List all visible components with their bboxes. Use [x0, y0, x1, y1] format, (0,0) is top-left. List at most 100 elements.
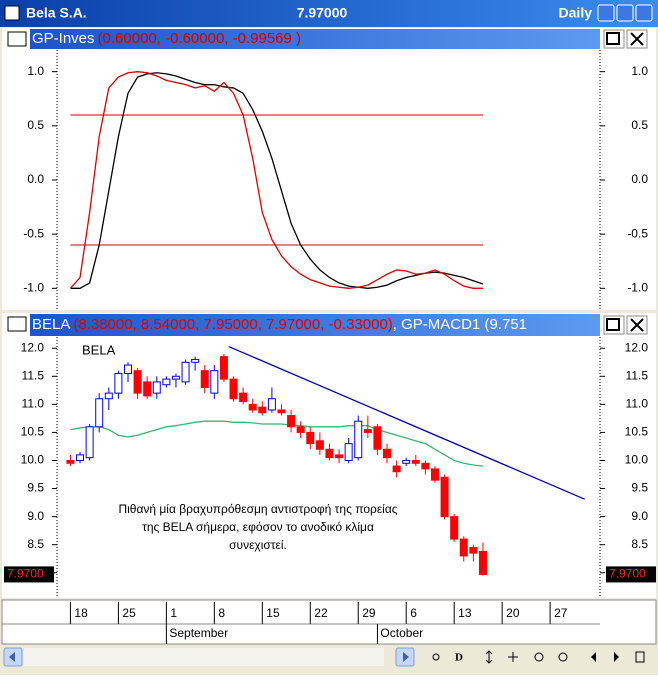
window-title: Bela S.A.: [26, 5, 87, 21]
x-tick-label: 29: [362, 606, 376, 620]
pane-title-bar: [30, 314, 600, 336]
x-tick-label: 27: [554, 606, 568, 620]
candle-body: [430, 468, 439, 481]
y-tick-label: 1.0: [631, 64, 648, 78]
candle-body: [171, 375, 180, 380]
y-tick-label: -1.0: [23, 281, 44, 295]
y-tick-label: 11.0: [626, 397, 649, 411]
candle-body: [104, 392, 113, 400]
tool-icon[interactable]: [614, 652, 619, 662]
trend-line: [228, 345, 585, 500]
pane-extra: , GP-MACD1 (9.751: [393, 316, 527, 333]
candle-body: [450, 516, 459, 540]
x-tick-label: 1: [170, 606, 177, 620]
pane-params: (8.38000, 8.54000, 7.95000, 7.97000, -0.…: [73, 316, 392, 333]
y-tick-label: 11.5: [22, 368, 45, 382]
y-tick-label: 9.5: [631, 481, 648, 495]
symbol-label: BELA: [82, 342, 116, 357]
moving-average: [70, 420, 484, 467]
x-tick-label: 25: [122, 606, 136, 620]
candle-body: [344, 443, 353, 461]
y-tick-label: 12.0: [625, 340, 649, 354]
x-tick-label: 15: [266, 606, 280, 620]
candle-body: [315, 440, 324, 450]
y-tick-label: 9.0: [27, 509, 44, 523]
y-tick-label: 11.5: [626, 368, 649, 382]
candle-body: [335, 454, 344, 459]
candle-body: [229, 378, 238, 400]
candle-body: [459, 538, 468, 557]
toolbar-d[interactable]: D: [455, 652, 463, 664]
y-tick-label: 12.0: [21, 340, 45, 354]
x-tick-label: 6: [410, 606, 417, 620]
minimize-button[interactable]: [597, 4, 615, 22]
tool-icon[interactable]: [558, 652, 568, 662]
maximize-icon: [606, 32, 620, 45]
tool-icon[interactable]: [432, 653, 440, 661]
close-button[interactable]: [635, 4, 653, 22]
candle-body: [392, 465, 401, 473]
candle-body: [411, 459, 420, 464]
candle-body: [76, 454, 85, 461]
arrow-left: [9, 652, 15, 662]
close-icon: [630, 318, 644, 332]
annotation: της BELA σήμερα, εφόσον το ανοδικό κλίμα: [142, 520, 374, 534]
window-buttons: [597, 4, 653, 22]
month-label: September: [169, 626, 228, 640]
plot-area: [66, 345, 585, 576]
candle-body: [383, 448, 392, 459]
tool-icon[interactable]: [534, 652, 544, 662]
toolbar-icons: [432, 650, 645, 664]
last-price-label: 7.9700: [7, 567, 44, 581]
title-bar: [0, 0, 658, 27]
y-tick-label: 10.5: [625, 425, 649, 439]
scroll-track[interactable]: [24, 648, 384, 666]
candle-body: [114, 372, 123, 394]
candle-body: [85, 426, 94, 459]
indicator-line: [69, 71, 483, 289]
last-price-label: 7.9700: [609, 567, 646, 581]
window-period: Daily: [559, 5, 593, 21]
pane-icon: [7, 31, 27, 47]
y-tick-label: -1.0: [627, 281, 648, 295]
maximize-button[interactable]: [616, 4, 634, 22]
y-tick-label: 10.0: [21, 453, 45, 467]
candle-body: [123, 364, 132, 374]
pane-bg: [2, 50, 656, 310]
maximize-icon: [606, 318, 620, 331]
candle-body: [277, 409, 286, 414]
y-tick-label: 0.0: [631, 172, 648, 186]
candle-body: [306, 431, 315, 445]
candle-body: [478, 550, 487, 575]
tool-icon[interactable]: [485, 650, 493, 664]
candle-body: [469, 546, 478, 554]
y-tick-label: 0.0: [27, 172, 44, 186]
last-price-box: [4, 566, 54, 583]
last-price-box: [606, 566, 656, 583]
tool-icon[interactable]: [591, 652, 596, 662]
pane-title-bar: [30, 29, 600, 49]
y-tick-label: 10.5: [21, 425, 45, 439]
plot-area: [69, 71, 484, 289]
candle-body: [152, 381, 161, 394]
candle-body: [267, 398, 276, 411]
candle-body: [402, 459, 411, 464]
arrow-right: [403, 652, 409, 662]
x-tick-label: 8: [218, 606, 225, 620]
candle-body: [181, 361, 190, 383]
pane-title: GP-Inves (0.60000, -0.60000, -0.99569 ): [32, 30, 301, 47]
annotation: Πιθανή μία βραχυπρόθεσμη αντιστροφή της …: [118, 502, 397, 516]
y-tick-label: 9.5: [27, 481, 44, 495]
y-tick-label: 10.0: [625, 453, 649, 467]
candle-body: [219, 356, 228, 380]
tool-icon[interactable]: [508, 652, 518, 662]
candle-body: [287, 415, 296, 428]
x-tick-label: 18: [74, 606, 88, 620]
pane-title-clip: BELA (8.38000, 8.54000, 7.95000, 7.97000,…: [32, 316, 527, 333]
tool-icon[interactable]: [635, 651, 645, 663]
y-tick-label: -0.5: [627, 226, 648, 240]
candle-body: [133, 370, 142, 394]
candle-body: [66, 459, 75, 464]
candle-body: [95, 398, 104, 428]
